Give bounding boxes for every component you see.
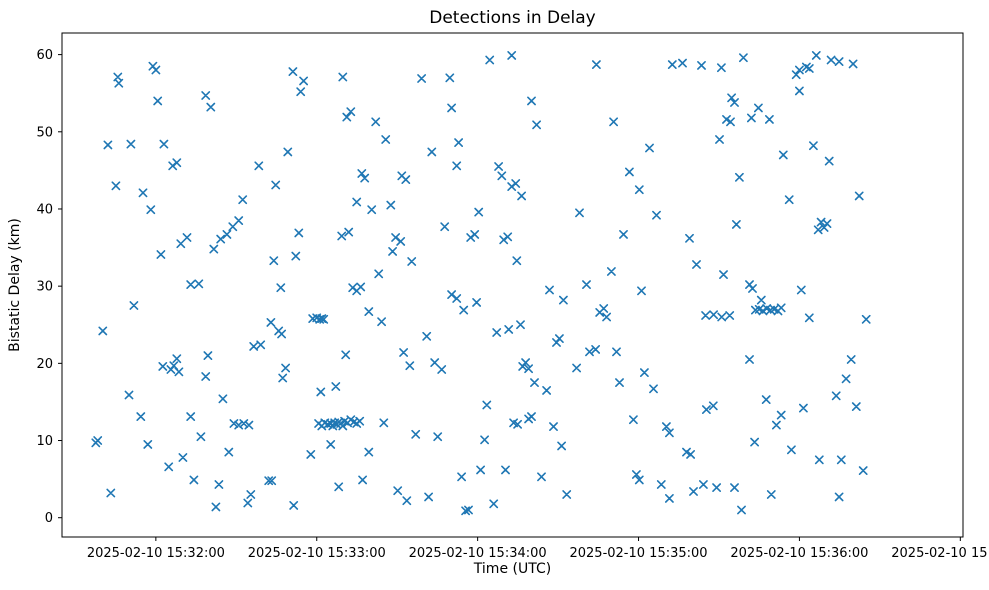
x-axis-label: Time (UTC) xyxy=(473,561,552,577)
y-tick-label: 0 xyxy=(45,511,53,526)
x-tick-label: 2025-02-10 15:37:00 xyxy=(891,546,989,561)
scatter-points xyxy=(91,51,871,516)
x-tick-label: 2025-02-10 15:34:00 xyxy=(409,546,547,561)
x-tick-label: 2025-02-10 15:35:00 xyxy=(569,546,707,561)
x-tick-label: 2025-02-10 15:32:00 xyxy=(87,546,225,561)
x-tick-label: 2025-02-10 15:36:00 xyxy=(730,546,868,561)
chart-title: Detections in Delay xyxy=(429,8,596,28)
y-tick-label: 30 xyxy=(36,280,53,295)
y-tick-label: 10 xyxy=(36,434,53,449)
y-tick-label: 40 xyxy=(36,202,53,217)
x-tick-label: 2025-02-10 15:33:00 xyxy=(248,546,386,561)
axes-frame xyxy=(61,32,964,538)
y-tick-label: 60 xyxy=(36,48,53,63)
y-tick-label: 20 xyxy=(36,357,53,372)
y-tick-label: 50 xyxy=(36,125,53,140)
